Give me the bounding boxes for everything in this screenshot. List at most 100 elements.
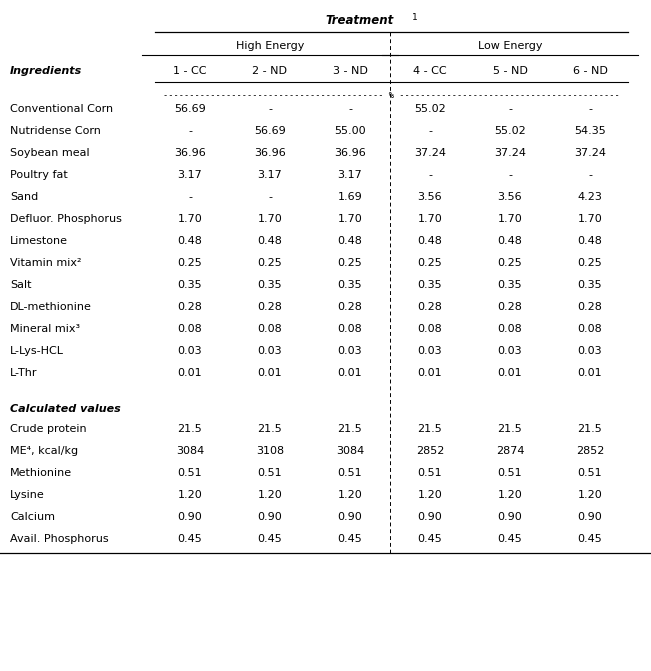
Text: 1.70: 1.70 <box>497 214 522 224</box>
Text: Crude protein: Crude protein <box>10 424 87 434</box>
Text: -: - <box>508 104 512 114</box>
Text: 0.45: 0.45 <box>178 534 202 544</box>
Text: 0.08: 0.08 <box>178 324 202 334</box>
Text: 0.25: 0.25 <box>577 258 602 268</box>
Text: -: - <box>428 170 432 180</box>
Text: 0.28: 0.28 <box>338 302 363 312</box>
Text: 0.35: 0.35 <box>418 280 442 290</box>
Text: 0.48: 0.48 <box>417 236 443 246</box>
Text: 2 - ND: 2 - ND <box>253 66 288 76</box>
Text: Defluor. Phosphorus: Defluor. Phosphorus <box>10 214 122 224</box>
Text: 3.17: 3.17 <box>258 170 283 180</box>
Text: High Energy: High Energy <box>236 41 304 51</box>
Text: 55.00: 55.00 <box>334 126 366 136</box>
Text: 0.25: 0.25 <box>418 258 443 268</box>
Text: 0.28: 0.28 <box>258 302 283 312</box>
Text: 1.20: 1.20 <box>178 490 202 500</box>
Text: 1.69: 1.69 <box>338 192 363 202</box>
Text: 0.51: 0.51 <box>258 468 283 478</box>
Text: 37.24: 37.24 <box>574 148 606 158</box>
Text: 1.20: 1.20 <box>258 490 283 500</box>
Text: 0.03: 0.03 <box>418 346 442 356</box>
Text: 0.08: 0.08 <box>338 324 363 334</box>
Text: 4.23: 4.23 <box>577 192 602 202</box>
Text: Soybean meal: Soybean meal <box>10 148 90 158</box>
Text: 3.56: 3.56 <box>418 192 442 202</box>
Text: 2874: 2874 <box>496 446 524 456</box>
Text: 0.01: 0.01 <box>577 368 602 378</box>
Text: 0.25: 0.25 <box>338 258 363 268</box>
Text: 0.28: 0.28 <box>417 302 443 312</box>
Text: 0.25: 0.25 <box>258 258 283 268</box>
Text: 36.96: 36.96 <box>174 148 206 158</box>
Text: 0.08: 0.08 <box>258 324 283 334</box>
Text: -: - <box>348 104 352 114</box>
Text: 0.90: 0.90 <box>577 512 602 522</box>
Text: 54.35: 54.35 <box>574 126 606 136</box>
Text: 0.90: 0.90 <box>418 512 443 522</box>
Text: 2852: 2852 <box>416 446 444 456</box>
Text: 3.17: 3.17 <box>338 170 363 180</box>
Text: 1 - CC: 1 - CC <box>173 66 207 76</box>
Text: 0.48: 0.48 <box>497 236 523 246</box>
Text: 0.03: 0.03 <box>338 346 363 356</box>
Text: 21.5: 21.5 <box>577 424 602 434</box>
Text: ------------------------------------------ % -----------------------------------: ----------------------------------------… <box>163 91 620 99</box>
Text: -: - <box>428 126 432 136</box>
Text: 56.69: 56.69 <box>174 104 206 114</box>
Text: -: - <box>188 126 192 136</box>
Text: 36.96: 36.96 <box>334 148 366 158</box>
Text: Vitamin mix²: Vitamin mix² <box>10 258 81 268</box>
Text: 0.90: 0.90 <box>258 512 283 522</box>
Text: 0.45: 0.45 <box>577 534 602 544</box>
Text: 0.03: 0.03 <box>258 346 283 356</box>
Text: 37.24: 37.24 <box>494 148 526 158</box>
Text: 0.48: 0.48 <box>178 236 202 246</box>
Text: 55.02: 55.02 <box>494 126 526 136</box>
Text: 0.45: 0.45 <box>418 534 443 544</box>
Text: 0.08: 0.08 <box>418 324 443 334</box>
Text: L-Lys-HCL: L-Lys-HCL <box>10 346 64 356</box>
Text: 0.48: 0.48 <box>577 236 602 246</box>
Text: 0.03: 0.03 <box>178 346 202 356</box>
Text: 37.24: 37.24 <box>414 148 446 158</box>
Text: 21.5: 21.5 <box>418 424 443 434</box>
Text: 0.01: 0.01 <box>178 368 202 378</box>
Text: 3108: 3108 <box>256 446 284 456</box>
Text: 0.01: 0.01 <box>338 368 363 378</box>
Text: 1.70: 1.70 <box>258 214 283 224</box>
Text: 4 - CC: 4 - CC <box>413 66 447 76</box>
Text: 3.56: 3.56 <box>497 192 522 202</box>
Text: -: - <box>588 104 592 114</box>
Text: Sand: Sand <box>10 192 38 202</box>
Text: 1.20: 1.20 <box>577 490 602 500</box>
Text: 1.20: 1.20 <box>497 490 522 500</box>
Text: 0.48: 0.48 <box>258 236 283 246</box>
Text: 1.20: 1.20 <box>338 490 363 500</box>
Text: 0.28: 0.28 <box>178 302 202 312</box>
Text: 1.20: 1.20 <box>418 490 443 500</box>
Text: 3084: 3084 <box>336 446 364 456</box>
Text: Avail. Phosphorus: Avail. Phosphorus <box>10 534 109 544</box>
Text: Calculated values: Calculated values <box>10 404 120 414</box>
Text: 21.5: 21.5 <box>178 424 202 434</box>
Text: -: - <box>508 170 512 180</box>
Text: 0.51: 0.51 <box>418 468 442 478</box>
Text: 0.01: 0.01 <box>497 368 522 378</box>
Text: 0.08: 0.08 <box>577 324 602 334</box>
Text: Lysine: Lysine <box>10 490 45 500</box>
Text: 2852: 2852 <box>576 446 604 456</box>
Text: 36.96: 36.96 <box>254 148 286 158</box>
Text: 3.17: 3.17 <box>178 170 202 180</box>
Text: 0.28: 0.28 <box>577 302 602 312</box>
Text: 0.51: 0.51 <box>497 468 522 478</box>
Text: 5 - ND: 5 - ND <box>493 66 527 76</box>
Text: 0.08: 0.08 <box>497 324 522 334</box>
Text: Low Energy: Low Energy <box>478 41 542 51</box>
Text: 0.35: 0.35 <box>338 280 363 290</box>
Text: 1.70: 1.70 <box>418 214 443 224</box>
Text: -: - <box>188 192 192 202</box>
Text: 0.28: 0.28 <box>497 302 523 312</box>
Text: 0.90: 0.90 <box>338 512 363 522</box>
Text: Salt: Salt <box>10 280 31 290</box>
